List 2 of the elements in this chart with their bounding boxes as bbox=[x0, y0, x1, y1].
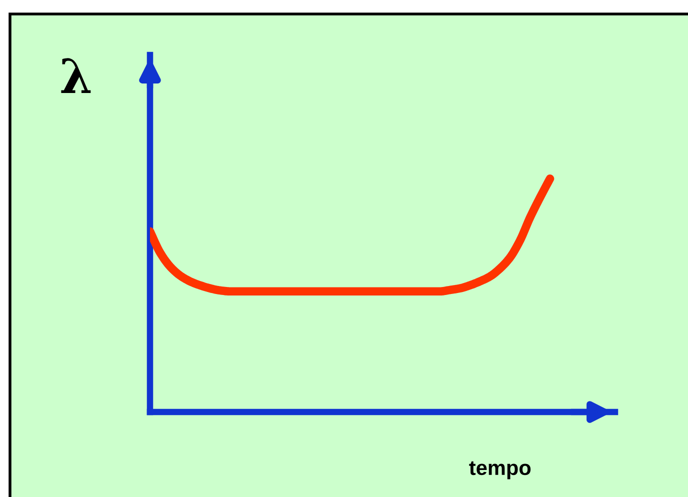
x-axis-title: tempo bbox=[469, 461, 531, 480]
y-axis-title: λ bbox=[61, 58, 91, 94]
